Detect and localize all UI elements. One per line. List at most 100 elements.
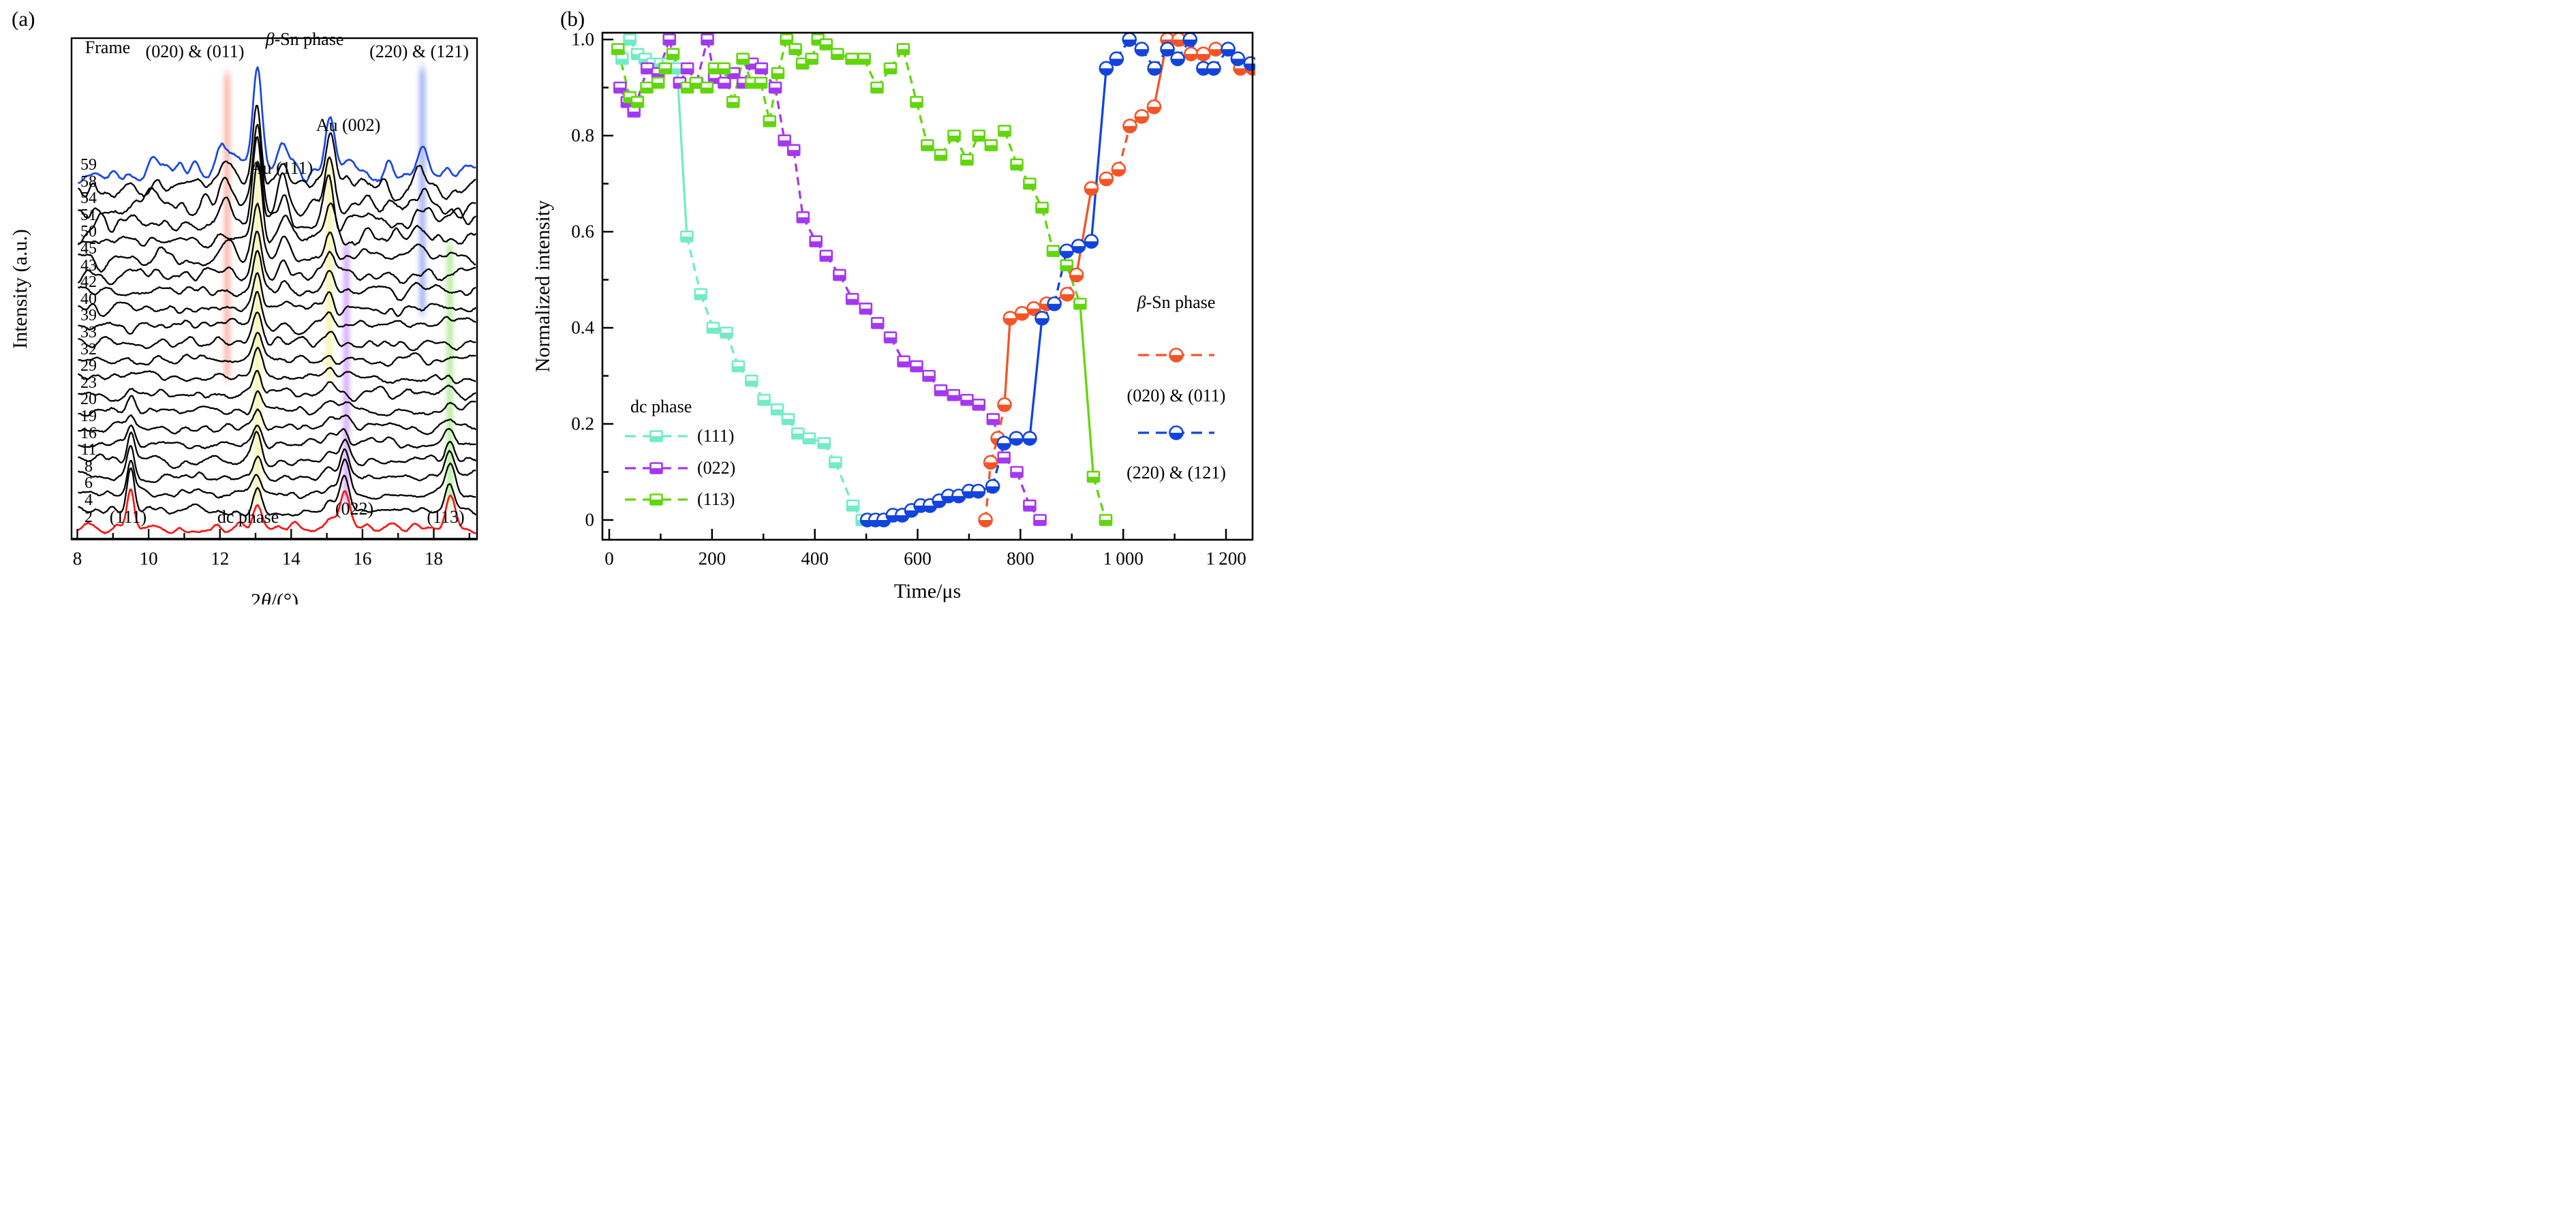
data-point-dc-113-	[666, 48, 680, 60]
panel-b-x-tick-label-800: 800	[1007, 548, 1034, 569]
data-point-dc-022-	[786, 144, 801, 156]
data-point-beta-sn-220-121-	[1047, 296, 1062, 311]
series-line-beta-sn-220-121-	[1028, 318, 1043, 439]
diffraction-trace-frame-50	[78, 160, 477, 249]
data-point-beta-sn-020-011-	[1196, 46, 1211, 61]
diffraction-trace-frame-19	[78, 408, 477, 435]
data-point-beta-sn-020-011-	[1084, 181, 1099, 196]
panel-b-x-tick-label-1200: 1 200	[1206, 548, 1246, 569]
data-point-dc-111-	[791, 427, 805, 440]
data-point-dc-022-	[726, 67, 741, 80]
series-line-dc-022-	[695, 39, 709, 83]
highlight-band-15.07	[326, 158, 333, 379]
data-point-beta-sn-220-121-	[1221, 42, 1236, 57]
diffraction-trace-frame-23	[78, 369, 476, 402]
data-point-dc-022-	[641, 62, 654, 75]
data-point-dc-111-	[680, 230, 694, 243]
data-point-dc-022-	[662, 33, 677, 46]
data-point-dc-113-	[630, 95, 645, 108]
data-point-dc-111-	[817, 437, 831, 450]
panel-b-x-tick-label-400: 400	[801, 548, 829, 569]
series-line-beta-sn-020-011-	[1075, 188, 1093, 275]
frame-number-58: 58	[80, 172, 97, 191]
data-point-beta-sn-220-121-	[1147, 61, 1163, 76]
data-point-dc-022-	[972, 398, 986, 411]
data-point-dc-022-	[934, 384, 948, 397]
data-point-dc-022-	[910, 360, 923, 373]
legend-sn-220-label: (220) & (121)	[1126, 463, 1226, 483]
data-point-dc-022-	[701, 33, 714, 46]
data-point-beta-sn-220-121-	[1084, 234, 1099, 249]
panel-a-x-tick-label-8: 8	[72, 548, 82, 569]
data-point-dc-111-	[694, 288, 708, 301]
panel-b-x-tick-label-200: 200	[698, 548, 726, 569]
frame-number-23: 23	[80, 373, 97, 392]
series-line-dc-111-	[675, 68, 688, 237]
data-point-beta-sn-220-121-	[922, 498, 938, 513]
series-line-dc-113-	[732, 58, 744, 103]
panel-b-y-tick-label-0.2: 0.2	[571, 413, 594, 434]
data-point-dc-022-	[1023, 500, 1037, 512]
data-point-beta-sn-020-011-	[1122, 119, 1137, 134]
data-point-dc-111-	[757, 393, 771, 406]
frame-number-43: 43	[80, 256, 97, 275]
data-point-beta-sn-220-121-	[1206, 61, 1221, 76]
data-point-dc-111-	[846, 500, 860, 512]
plots-svg	[70, 31, 1255, 541]
diffraction-trace-frame-2	[77, 488, 477, 535]
data-point-beta-sn-220-121-	[1134, 42, 1150, 57]
data-point-dc-113-	[831, 48, 844, 60]
data-point-beta-sn-220-121-	[996, 435, 1012, 451]
data-point-dc-022-	[768, 81, 782, 94]
data-point-dc-022-	[947, 388, 961, 401]
diffraction-trace-frame-45	[78, 202, 476, 273]
series-line-dc-113-	[1092, 476, 1107, 521]
frame-number-51: 51	[80, 206, 97, 224]
diffraction-trace-frame-42	[77, 249, 476, 301]
data-point-dc-113-	[736, 52, 750, 65]
panel-b-x-axis-title: Time/μs	[893, 580, 962, 602]
annotation-dc-phase: dc phase	[217, 507, 279, 527]
data-point-dc-113-	[857, 52, 871, 65]
frame-number-8: 8	[85, 457, 93, 476]
data-point-dc-022-	[986, 413, 1000, 425]
frame-number-54: 54	[80, 189, 97, 208]
legend-dc-022-label: (022)	[697, 458, 736, 478]
legend-sn-title: β-Sn phase	[1137, 294, 1216, 311]
data-point-dc-113-	[1099, 514, 1113, 526]
frame-number-16: 16	[80, 424, 97, 442]
diffraction-trace-frame-20	[78, 390, 476, 417]
diffraction-trace-frame-8	[77, 445, 476, 483]
data-point-dc-111-	[770, 403, 784, 416]
data-point-beta-sn-020-011-	[1014, 306, 1030, 321]
data-point-beta-sn-220-121-	[1022, 431, 1037, 446]
figure-canvas: (a) (b) Intensity (a.u.) 2θ/(°) Frame (0…	[0, 0, 1288, 604]
data-point-beta-sn-220-121-	[1182, 32, 1198, 47]
diffraction-trace-frame-54	[78, 123, 476, 219]
data-point-dc-113-	[1035, 201, 1049, 214]
data-point-dc-022-	[897, 355, 910, 368]
data-point-beta-sn-220-121-	[1034, 311, 1049, 326]
data-point-dc-022-	[859, 302, 873, 315]
x-label-unit: /(°)	[271, 590, 299, 605]
theta-symbol: θ	[260, 590, 271, 605]
data-point-dc-113-	[845, 52, 859, 65]
data-point-dc-022-	[997, 451, 1011, 464]
data-point-beta-sn-020-011-	[1099, 171, 1114, 187]
diffraction-trace-frame-51	[77, 136, 476, 246]
data-point-dc-113-	[611, 43, 625, 55]
data-point-dc-113-	[998, 125, 1011, 137]
diffraction-trace-frame-32	[78, 331, 476, 367]
legend-dc-113-label: (113)	[697, 489, 735, 509]
frame-number-59: 59	[80, 156, 97, 174]
data-point-dc-022-	[809, 235, 823, 247]
data-point-dc-113-	[1086, 470, 1101, 483]
beta-symbol: β	[265, 29, 275, 49]
series-line-dc-111-	[834, 461, 855, 506]
panel-b-x-tick-label-0: 0	[604, 548, 614, 569]
data-point-dc-113-	[972, 129, 986, 142]
data-point-dc-022-	[754, 62, 769, 75]
data-point-beta-sn-220-121-	[1170, 51, 1185, 66]
panel-b-y-tick-label-0: 0	[585, 509, 595, 530]
data-point-beta-sn-020-011-	[1069, 267, 1084, 283]
